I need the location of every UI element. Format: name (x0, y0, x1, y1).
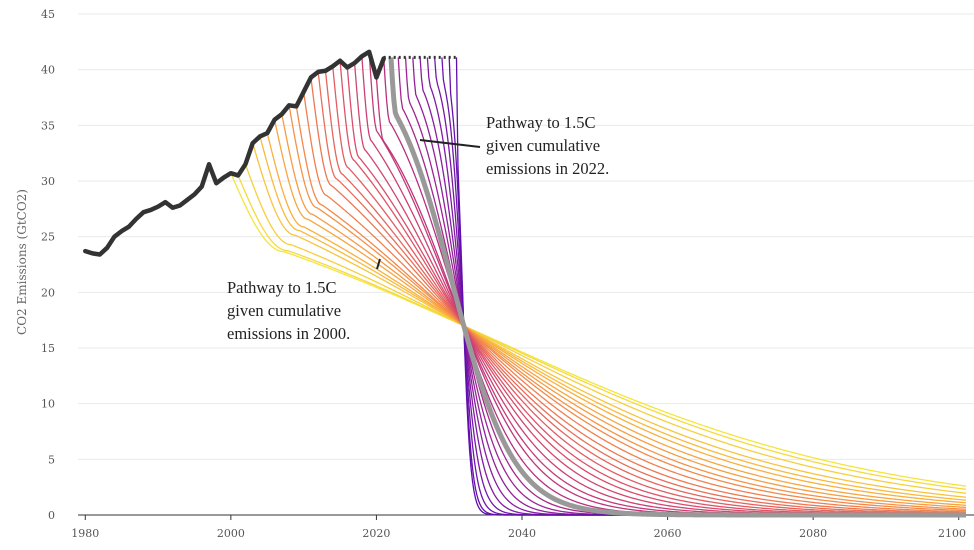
y-tick-label: 0 (48, 509, 55, 522)
y-tick-label: 20 (41, 286, 55, 299)
pathway-line-2004 (259, 136, 967, 501)
annotation-2000-pointer (376, 258, 381, 270)
pathway-line-2000 (230, 172, 967, 487)
y-tick-label: 35 (41, 119, 55, 132)
x-tick-label: 2000 (217, 527, 245, 540)
annotation-2022-pointer (419, 139, 481, 148)
pathway-line-2014 (332, 66, 967, 516)
x-tick-label: 1980 (71, 527, 99, 540)
annotation-2022-line-1: Pathway to 1.5C (486, 113, 596, 132)
y-tick-label: 25 (41, 231, 55, 244)
pathway-series (230, 51, 968, 518)
pathway-line-2006 (273, 119, 967, 506)
pathway-line-2005 (266, 132, 967, 504)
annotation-2022-line-2: given cumulative (486, 136, 600, 155)
y-tick-label: 40 (41, 64, 55, 77)
annotation-2000-line-3: emissions in 2000. (227, 324, 350, 343)
y-tick-label: 15 (41, 342, 55, 355)
pathway-line-2020 (375, 77, 966, 516)
x-tick-label: 2040 (508, 527, 536, 540)
y-tick-label: 10 (41, 398, 55, 411)
pathway-line-2008 (288, 105, 967, 510)
pathway-line-highlight-2022 (388, 57, 968, 518)
pathway-line-2001 (237, 175, 967, 490)
pathway-line-2007 (281, 114, 967, 509)
y-tick-label: 5 (48, 453, 55, 466)
pathway-line-2010 (302, 91, 967, 513)
x-tick-label: 2020 (362, 527, 390, 540)
x-tick-label: 2100 (938, 527, 966, 540)
historical-series (83, 49, 386, 257)
y-tick-label: 45 (41, 8, 55, 21)
pathway-line-2013 (324, 70, 967, 515)
y-axis: 0 5 10 15 20 25 30 35 40 45 (41, 8, 55, 522)
annotation-2022-line-3: emissions in 2022. (486, 159, 609, 178)
annotations: Pathway to 1.5C given cumulative emissio… (227, 113, 609, 343)
historical-line (83, 49, 386, 257)
x-tick-label: 2060 (654, 527, 682, 540)
pathway-line-2015 (339, 60, 966, 516)
pathway-line-2012 (317, 71, 967, 515)
annotation-2000-line-1: Pathway to 1.5C (227, 278, 337, 297)
y-axis-title: CO2 Emissions (GtCO2) (15, 189, 29, 335)
x-axis: 1980 2000 2020 2040 2060 2080 2100 (71, 514, 974, 540)
x-tick-label: 2080 (799, 527, 827, 540)
pathway-line-2002 (244, 164, 967, 494)
y-tick-label: 30 (41, 175, 55, 188)
pathway-line-2009 (295, 106, 967, 512)
pathway-line-2003 (252, 142, 967, 498)
pathway-line-2011 (310, 77, 967, 514)
annotation-2000-line-2: given cumulative (227, 301, 341, 320)
grid-lines (78, 13, 974, 460)
